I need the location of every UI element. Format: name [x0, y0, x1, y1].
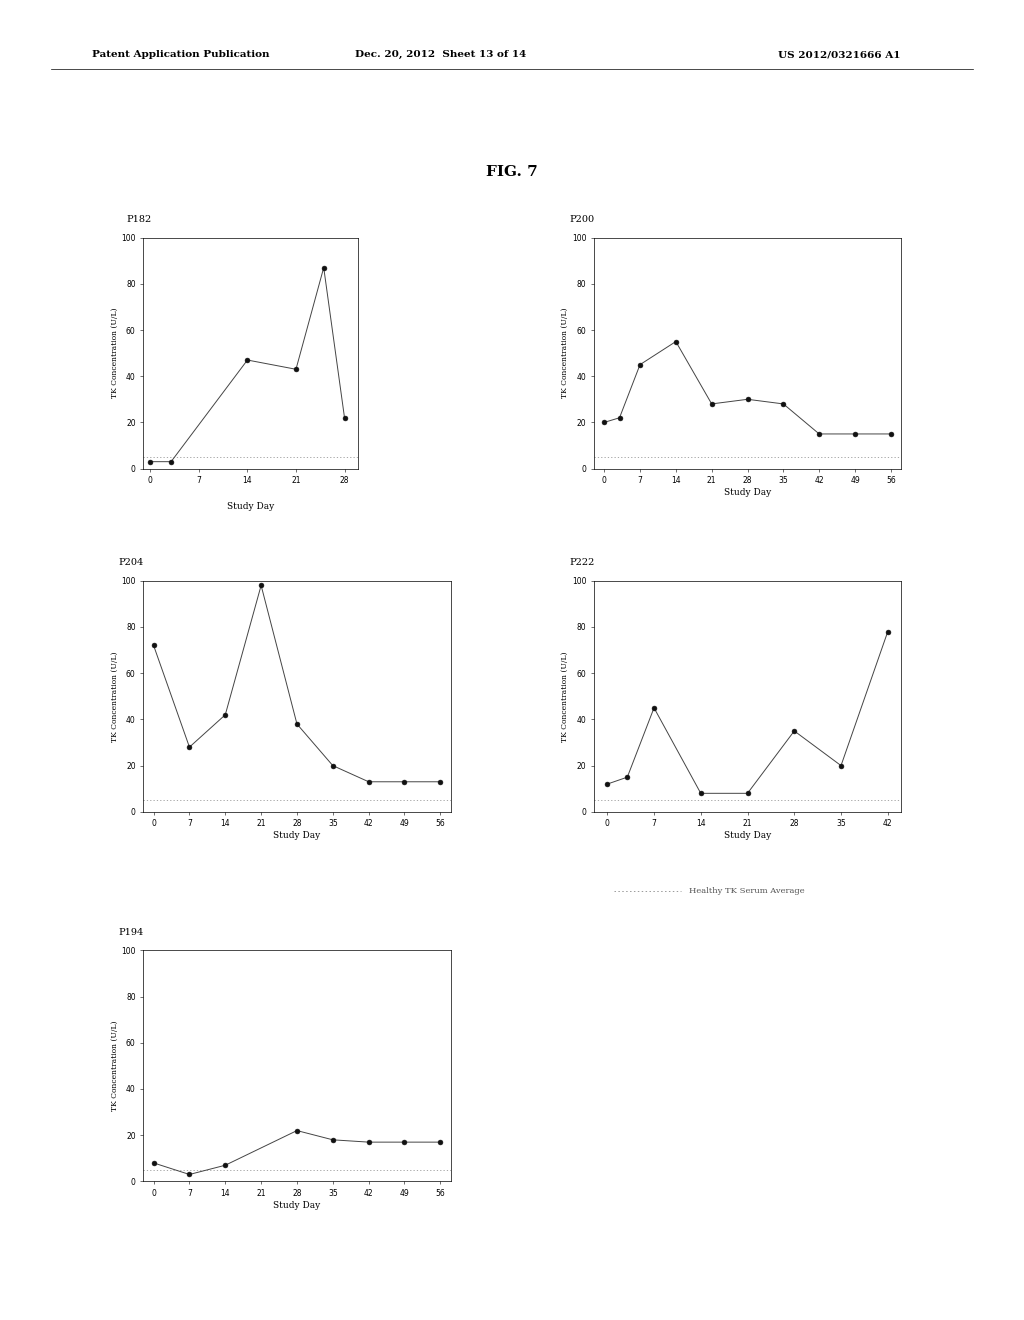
X-axis label: Study Day: Study Day [724, 832, 771, 841]
Text: Patent Application Publication: Patent Application Publication [92, 50, 269, 59]
Text: P204: P204 [119, 558, 144, 568]
Y-axis label: TK Concentration (U/L): TK Concentration (U/L) [111, 651, 119, 742]
Text: Dec. 20, 2012  Sheet 13 of 14: Dec. 20, 2012 Sheet 13 of 14 [354, 50, 526, 59]
Y-axis label: TK Concentration (U/L): TK Concentration (U/L) [111, 1020, 119, 1111]
X-axis label: Study Day: Study Day [273, 1201, 321, 1210]
Text: Healthy TK Serum Average: Healthy TK Serum Average [689, 887, 805, 895]
Y-axis label: TK Concentration (U/L): TK Concentration (U/L) [561, 308, 569, 399]
Text: Study Day: Study Day [227, 502, 274, 511]
Y-axis label: TK Concentration (U/L): TK Concentration (U/L) [561, 651, 569, 742]
Text: P194: P194 [119, 928, 144, 937]
Text: P200: P200 [569, 215, 595, 223]
Y-axis label: TK Concentration (U/L): TK Concentration (U/L) [111, 308, 119, 399]
Text: FIG. 7: FIG. 7 [486, 165, 538, 180]
Text: P222: P222 [569, 558, 595, 568]
Text: P182: P182 [126, 215, 152, 223]
X-axis label: Study Day: Study Day [273, 832, 321, 841]
Text: US 2012/0321666 A1: US 2012/0321666 A1 [778, 50, 901, 59]
X-axis label: Study Day: Study Day [724, 488, 771, 498]
